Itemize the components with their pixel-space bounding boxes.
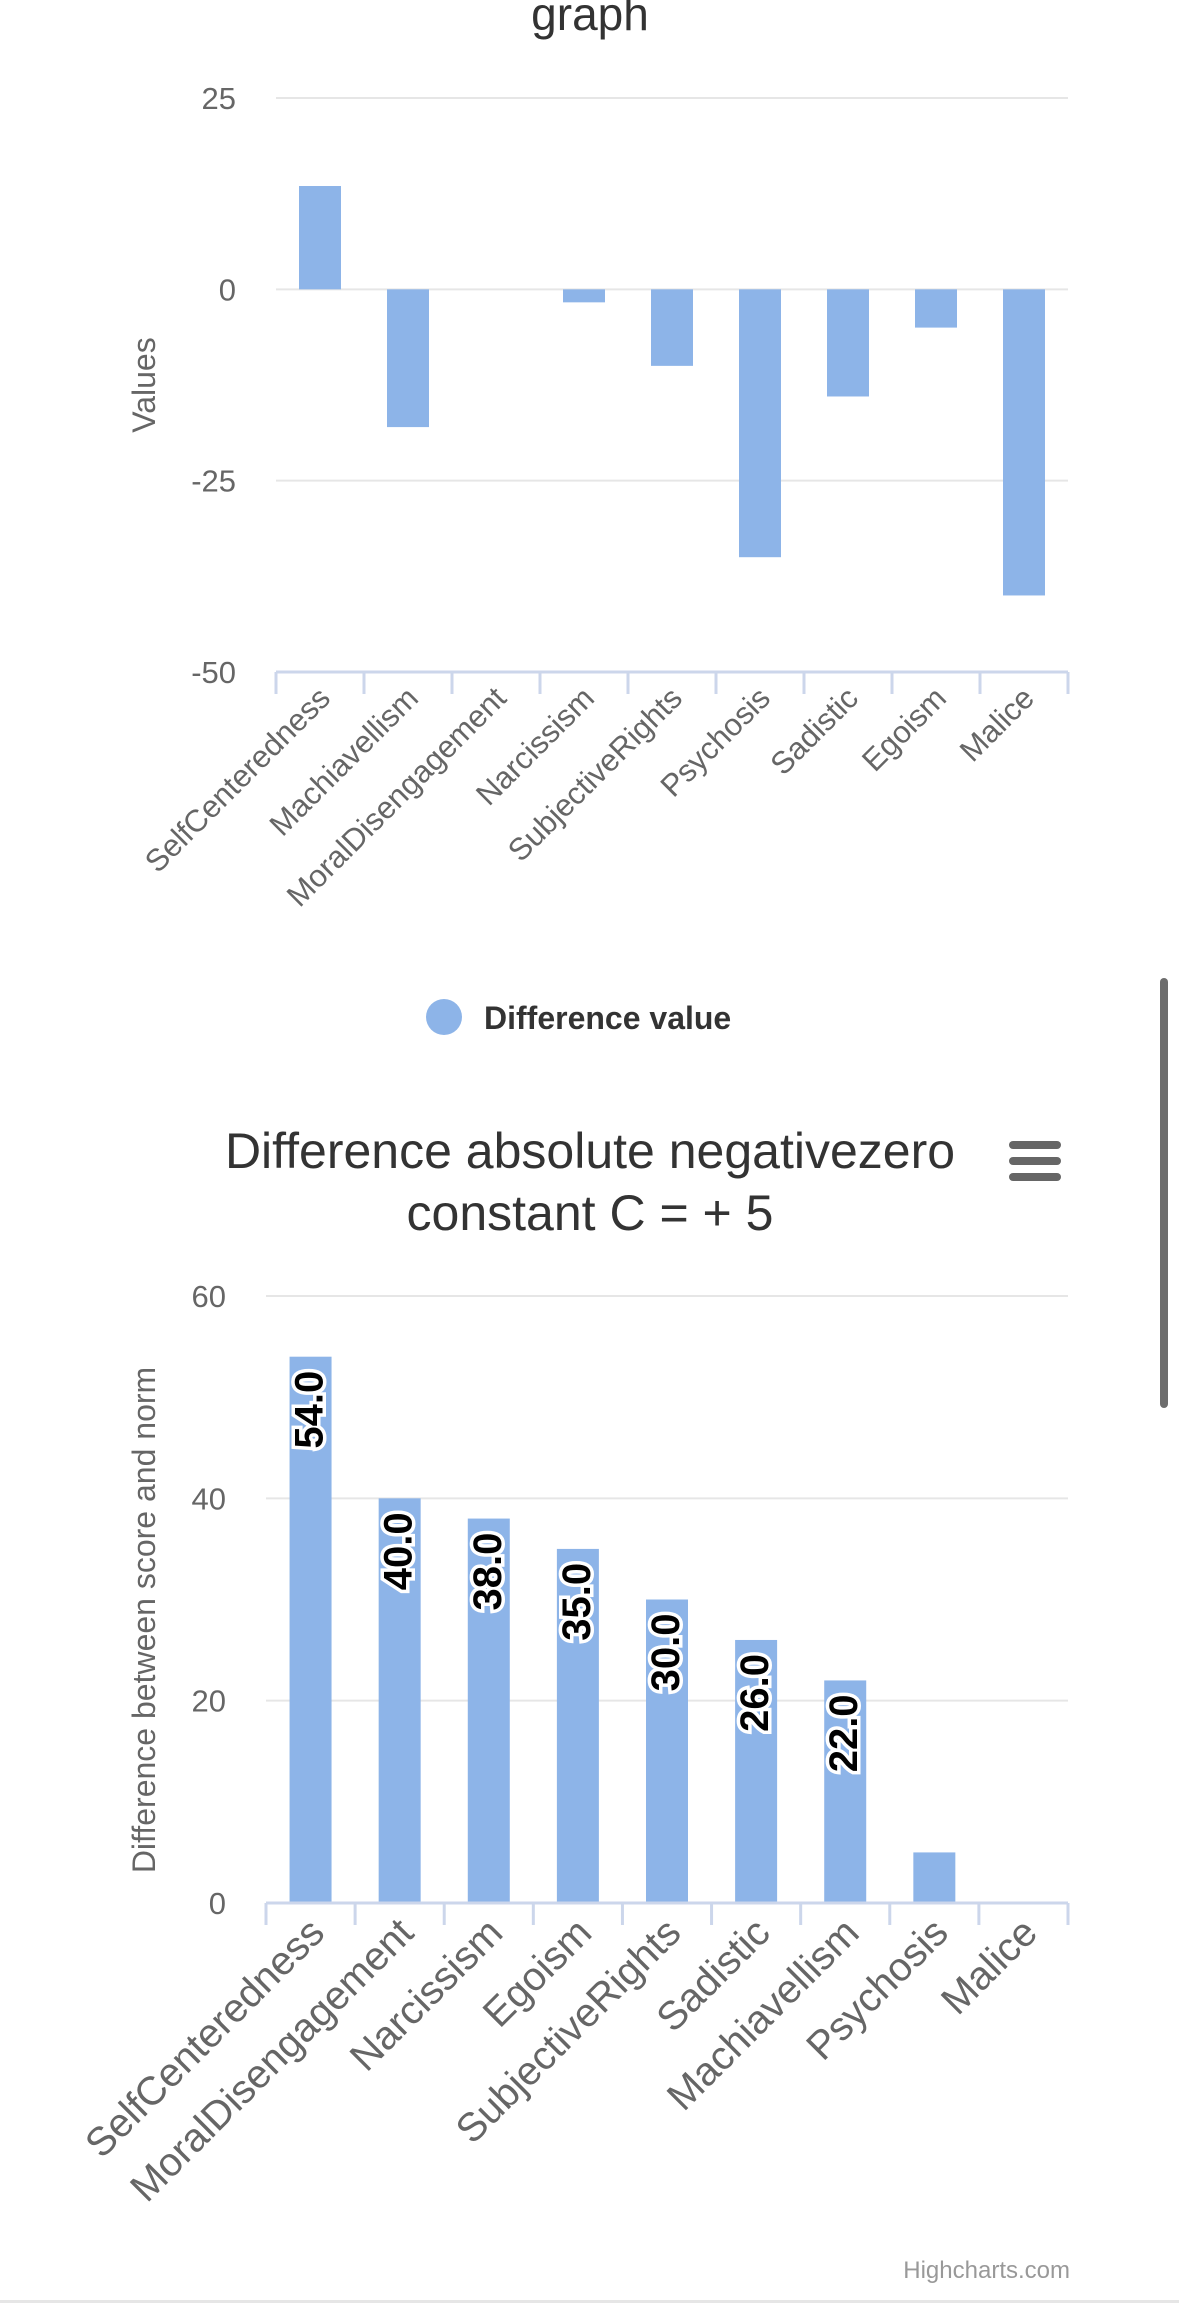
x-tick-label: Malice xyxy=(933,1910,1046,2023)
bar-MoralDisengagement[interactable] xyxy=(378,1498,421,1903)
data-label: 54.0 xyxy=(288,1371,332,1449)
bar-SelfCenteredness[interactable] xyxy=(299,186,341,290)
bar-Sadistic[interactable] xyxy=(827,289,869,397)
bar-Egoism[interactable] xyxy=(556,1548,599,1903)
legend-item-label[interactable]: Difference value xyxy=(484,1000,731,1036)
data-label: 38.0 xyxy=(466,1533,510,1611)
y-tick-label: -25 xyxy=(191,464,236,499)
data-label: 30.0 xyxy=(644,1614,688,1692)
credits-link[interactable]: Highcharts.com xyxy=(903,2257,1070,2284)
x-tick-label: Sadistic xyxy=(763,680,865,782)
bar-Sadistic[interactable] xyxy=(735,1639,778,1903)
data-label: 22.0 xyxy=(822,1694,866,1772)
bar-Narcissism[interactable] xyxy=(467,1518,510,1903)
chart-graph: graph 250-25-50 SelfCenterednessMachiave… xyxy=(126,0,1070,1036)
bar-Narcissism[interactable] xyxy=(563,289,605,303)
bar-SelfCenteredness[interactable] xyxy=(289,1356,332,1903)
data-label: 26.0 xyxy=(733,1654,777,1732)
y-tick-label: -50 xyxy=(191,655,236,690)
y-tick-label: 0 xyxy=(219,272,236,307)
bar-Egoism[interactable] xyxy=(915,289,957,328)
bar-Psychosis[interactable] xyxy=(739,289,781,558)
bar-Psychosis[interactable] xyxy=(913,1852,956,1903)
chart-difference-absolute: Difference absolute negativezero constan… xyxy=(77,1123,1070,2284)
chart-title-line-1: Difference absolute negativezero xyxy=(225,1123,955,1179)
circle-legend-icon xyxy=(426,999,462,1035)
data-label: 35.0 xyxy=(555,1563,599,1641)
y-tick-label: 25 xyxy=(202,81,236,116)
y-axis-title: Difference between score and norm xyxy=(126,1367,162,1873)
x-tick-label: Malice xyxy=(953,680,1041,768)
divider xyxy=(0,2300,1179,2303)
chart-title: graph xyxy=(531,0,649,40)
chart-title-line-2: constant C = + 5 xyxy=(407,1185,774,1241)
hamburger-menu-icon[interactable] xyxy=(1009,1141,1061,1181)
scrollbar[interactable] xyxy=(1160,978,1168,1408)
y-axis-title: Values xyxy=(126,337,162,432)
x-tick-label: Egoism xyxy=(855,680,953,778)
bar-Malice[interactable] xyxy=(1003,289,1045,596)
bar-Machiavellism[interactable] xyxy=(824,1680,867,1903)
y-tick-label: 0 xyxy=(209,1886,226,1921)
bar-SubjectiveRights[interactable] xyxy=(646,1599,688,1904)
bar-Machiavellism[interactable] xyxy=(387,289,429,428)
data-label: 40.0 xyxy=(377,1512,421,1590)
y-tick-label: 20 xyxy=(192,1684,226,1719)
y-tick-label: 60 xyxy=(192,1279,226,1314)
legend[interactable]: Difference value xyxy=(426,999,731,1036)
bar-SubjectiveRights[interactable] xyxy=(651,289,693,366)
y-tick-label: 40 xyxy=(192,1481,226,1516)
